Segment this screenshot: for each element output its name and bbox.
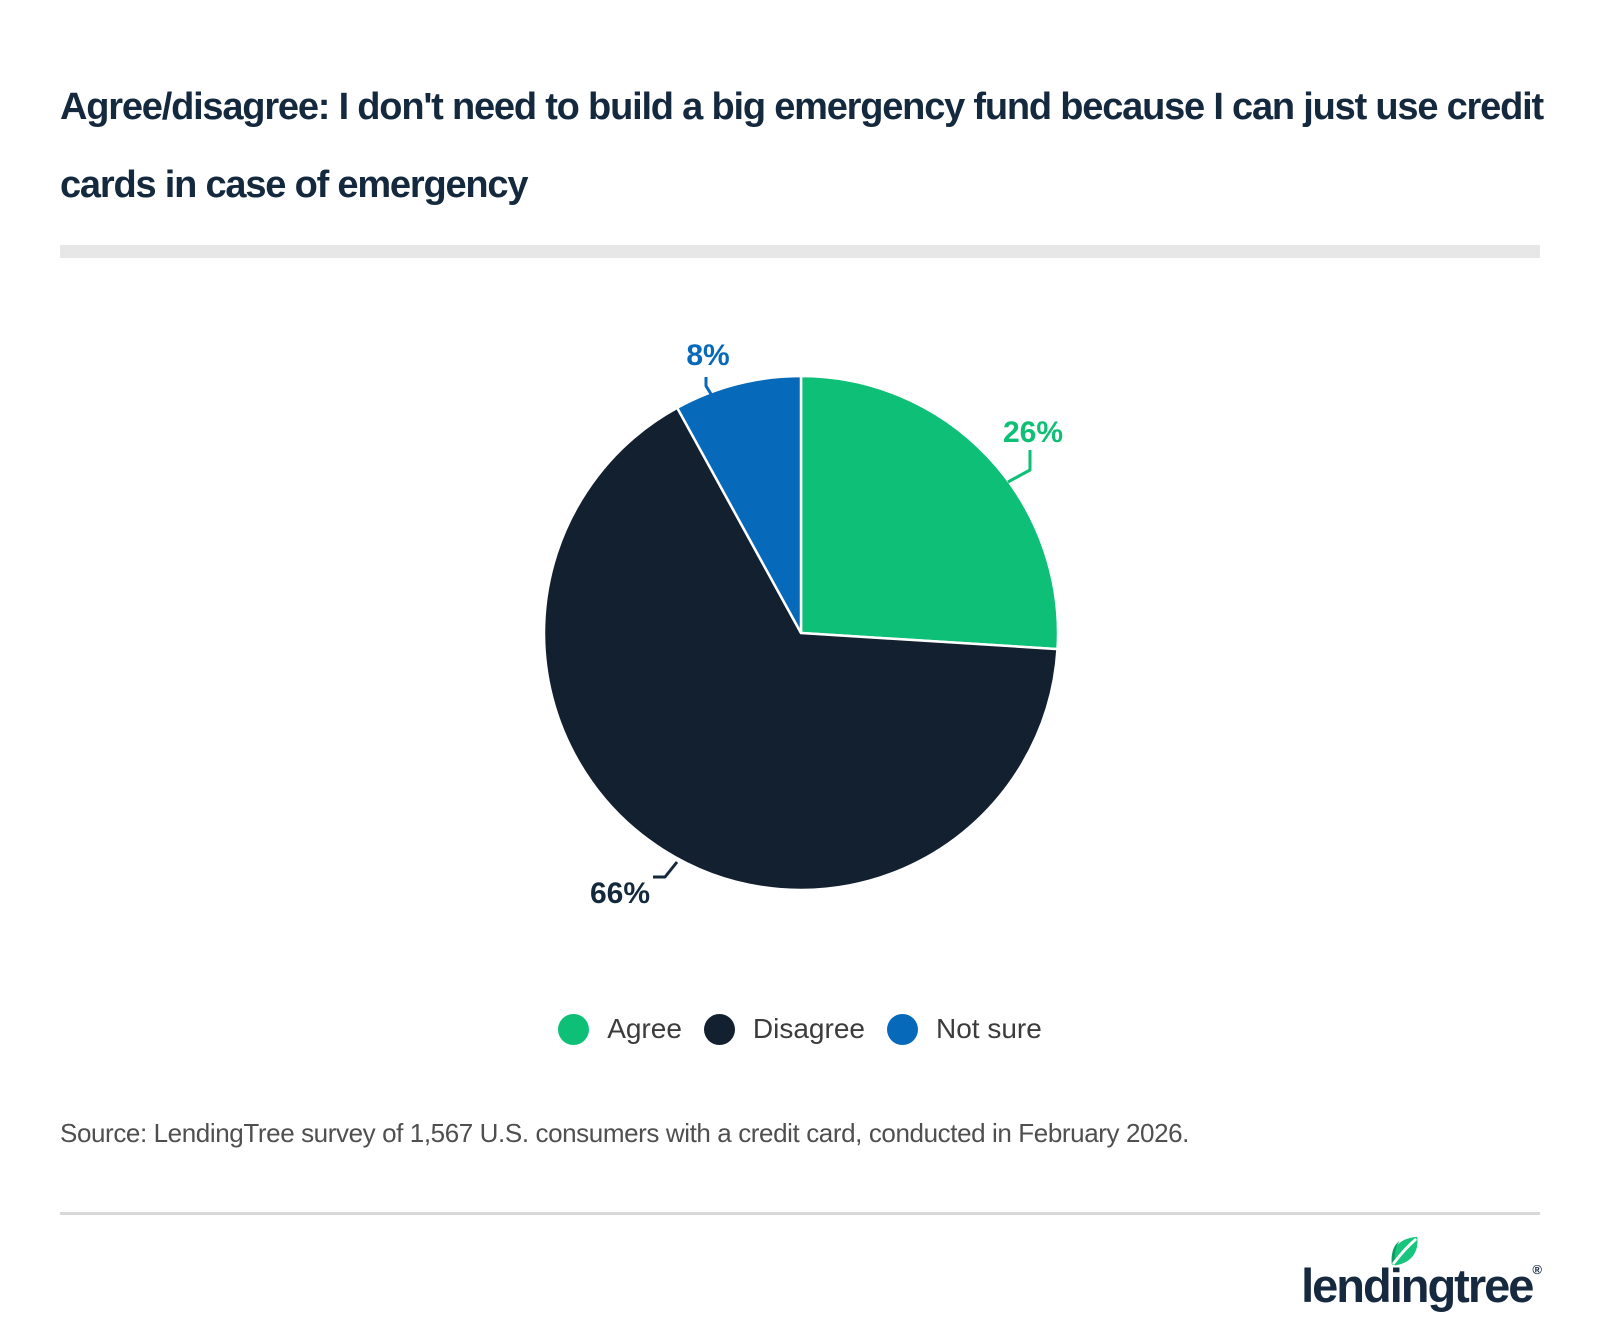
title-divider-bar xyxy=(60,245,1540,258)
legend-label-not-sure: Not sure xyxy=(935,1013,1042,1044)
legend-item-agree: Agree xyxy=(558,1013,682,1045)
legend-label-agree: Agree xyxy=(607,1013,682,1044)
pie-data-label-agree: 26% xyxy=(1003,416,1063,449)
legend-dot-disagree xyxy=(703,1013,735,1045)
source-note: Source: LendingTree survey of 1,567 U.S.… xyxy=(60,1118,1190,1148)
pie-chart: 26% 66% 8% xyxy=(542,339,1063,910)
pie-data-label-disagree: 66% xyxy=(590,877,650,910)
legend-label-disagree: Disagree xyxy=(752,1013,865,1044)
registered-mark: ® xyxy=(1532,1262,1542,1277)
leaf-icon xyxy=(1391,1236,1418,1266)
legend-dot-not-sure xyxy=(886,1013,918,1045)
pie-slice-disagree xyxy=(542,406,1059,892)
legend-item-disagree: Disagree xyxy=(703,1013,865,1045)
pie-slice-agree xyxy=(799,374,1060,651)
chart-title: Agree/disagree: I don't need to build a … xyxy=(60,86,1544,206)
bottom-divider xyxy=(60,1212,1540,1215)
pie-slice-not-sure xyxy=(675,374,803,635)
label-connector-not-sure xyxy=(704,377,713,395)
legend-dot-agree xyxy=(558,1013,590,1045)
logo-wordmark: lendingtree xyxy=(1301,1259,1534,1312)
label-connector-agree xyxy=(1007,450,1032,484)
legend: Agree Disagree Not sure xyxy=(0,1013,1600,1045)
lendingtree-logo: lendingtree® xyxy=(1301,1236,1542,1328)
label-connector-disagree xyxy=(653,861,679,879)
legend-item-not-sure: Not sure xyxy=(886,1013,1042,1045)
pie-data-label-not-sure: 8% xyxy=(686,339,729,372)
